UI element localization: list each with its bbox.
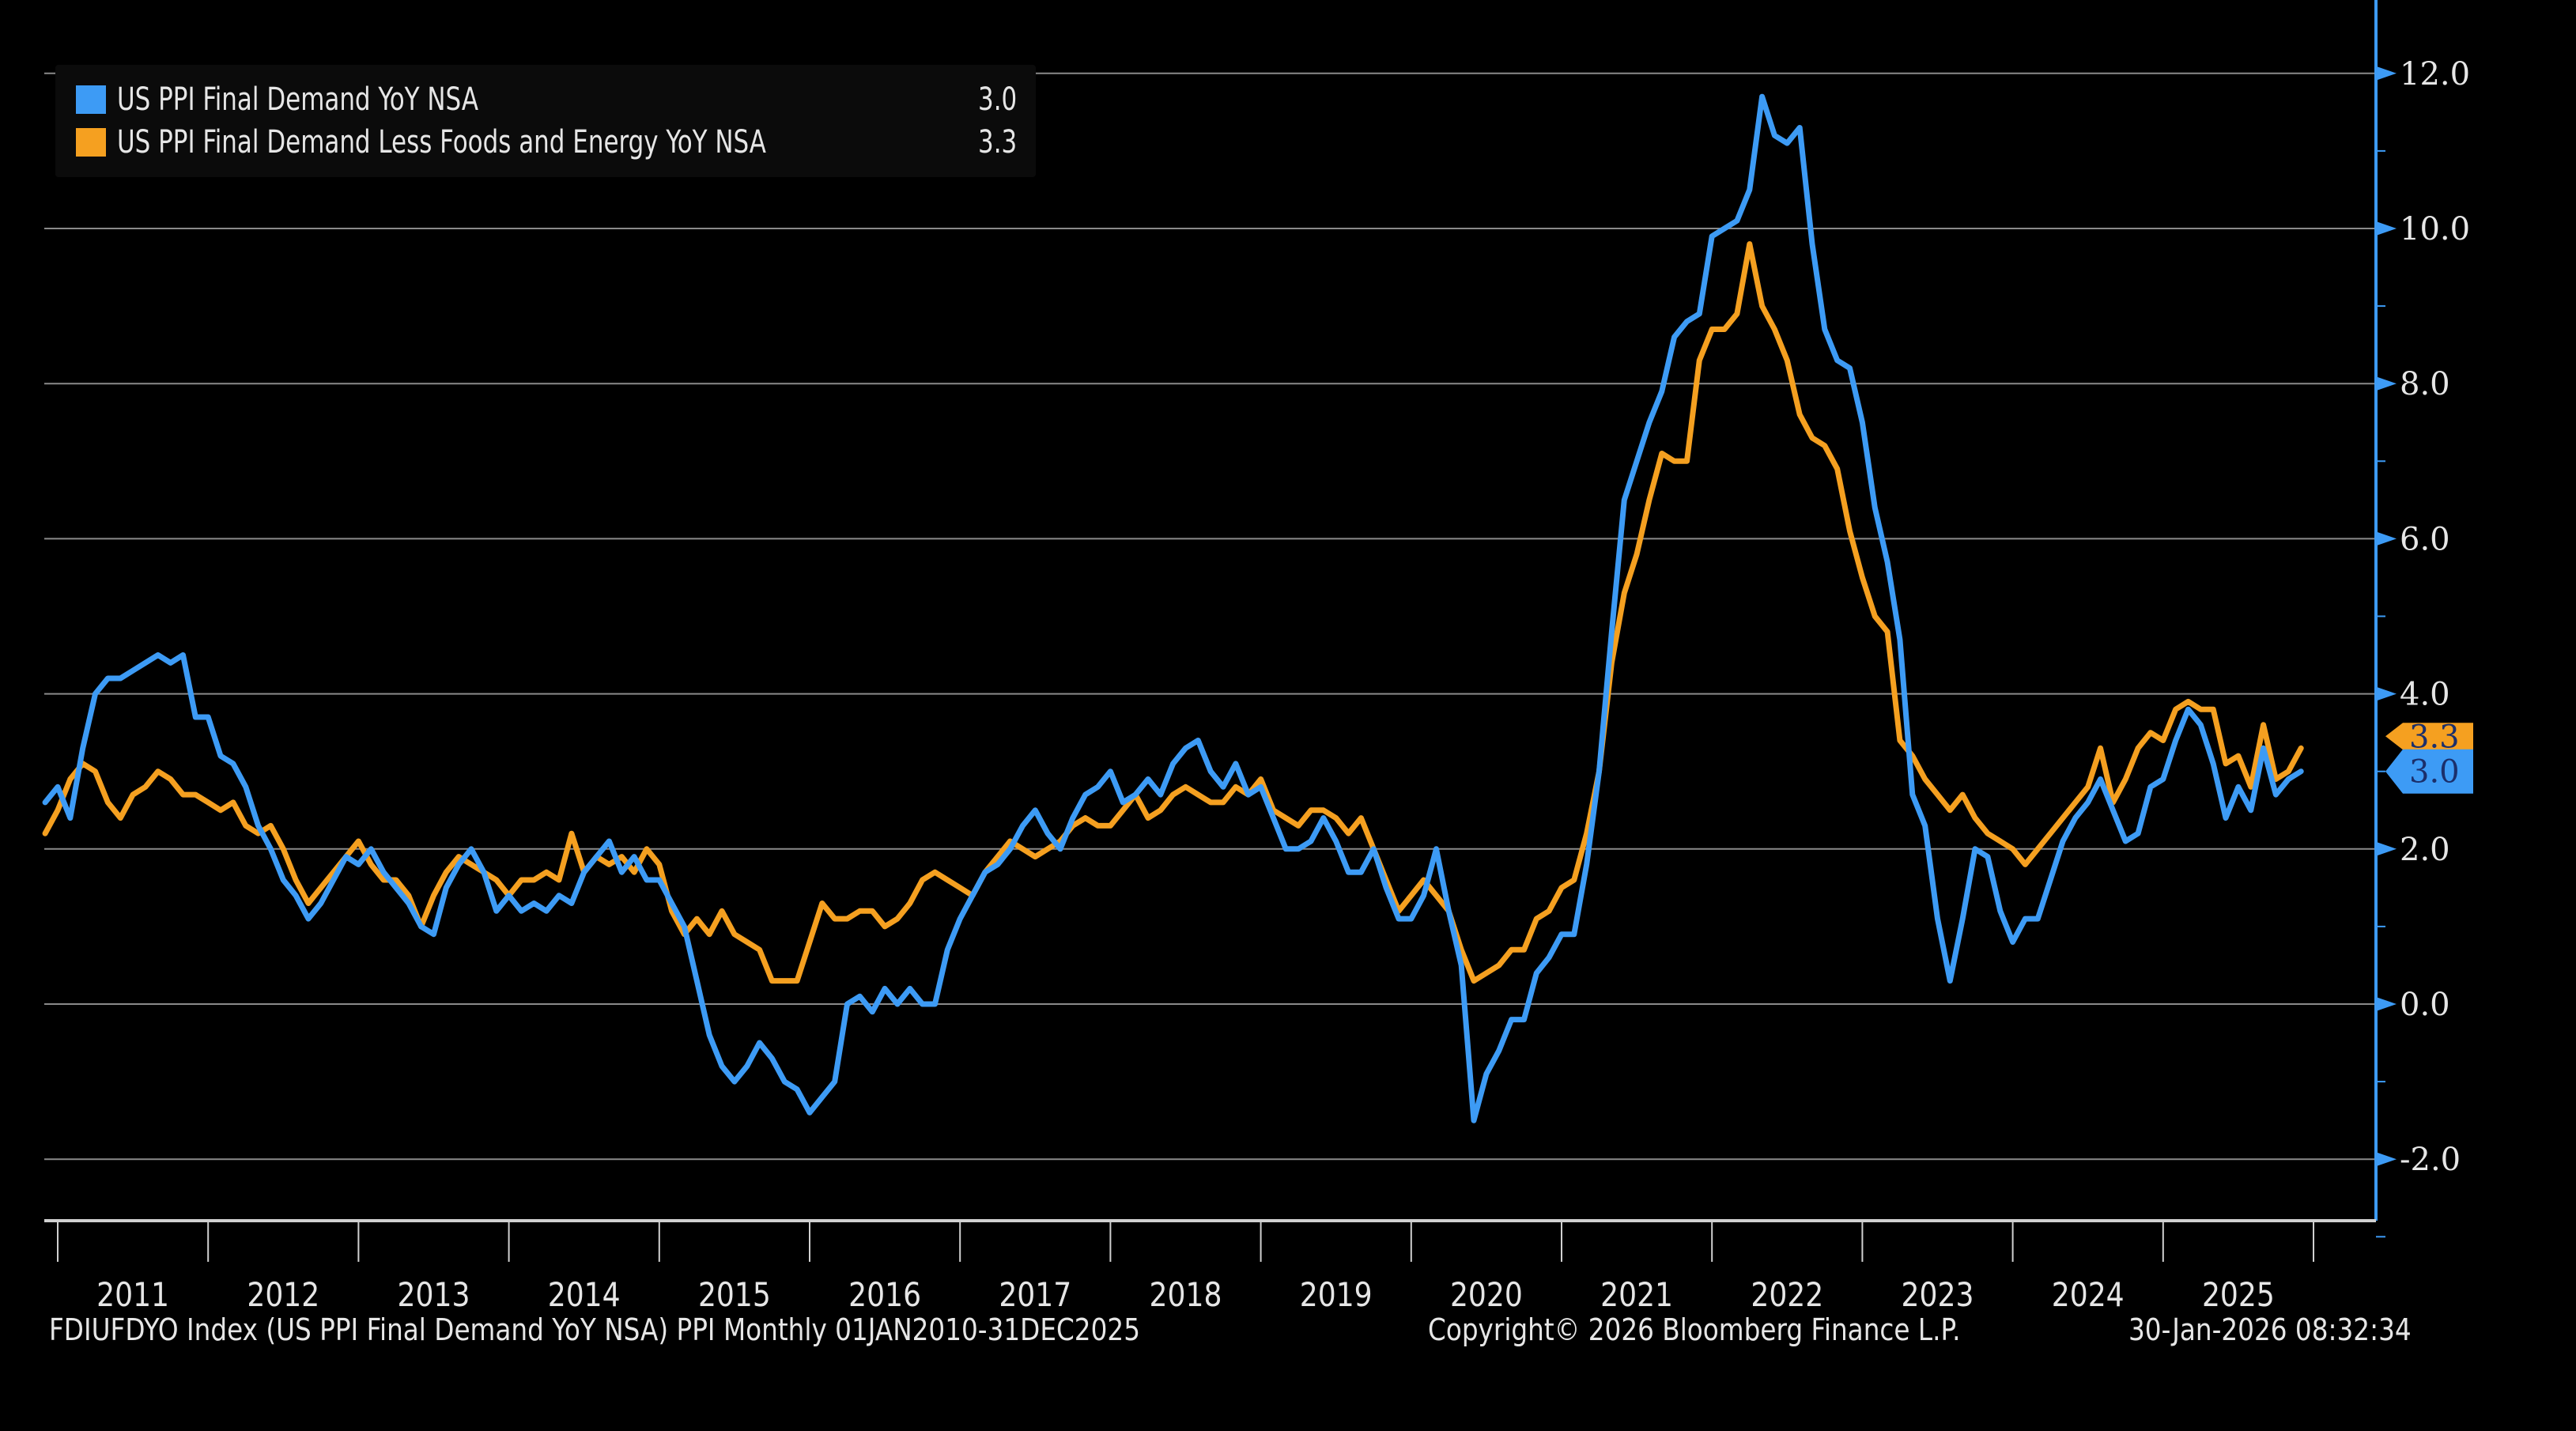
x-tick-label: 2020 [1450,1276,1523,1314]
x-tick-label: 2022 [1751,1276,1823,1314]
legend-label: US PPI Final Demand Less Foods and Energ… [117,124,766,160]
x-tick-label: 2016 [848,1276,921,1314]
y-tick-label: 4.0 [2400,677,2450,713]
x-tick-label: 2019 [1300,1276,1373,1314]
last-value-tag-core [2385,723,2473,750]
legend-value: 3.0 [977,81,1017,118]
gridlines [44,72,2376,1161]
y-tick-label: 8.0 [2400,366,2450,402]
y-axis: 12.0 10.0 8.0 6.0 4.0 2.0 0.0 -2.0 [2374,0,2470,1238]
y-tick-label: 0.0 [2400,987,2450,1023]
last-value-tag-final-demand [2385,749,2473,794]
x-axis: 2011 2012 2013 2014 2015 2016 2017 2018 2019 2020… [44,1219,2376,1315]
y-tick-marker [2376,531,2397,546]
y-tick-marker [2376,66,2397,81]
y-tick-label: 2.0 [2400,832,2450,868]
y-tick-marker [2376,221,2397,236]
legend-swatch-blue [76,85,106,114]
legend-item-ppi-core: US PPI Final Demand Less Foods and Energ… [76,122,1017,163]
x-tick-label: 2018 [1150,1276,1222,1314]
y-tick-label: 12.0 [2400,56,2470,93]
legend: US PPI Final Demand YoY NSA 3.0 US PPI F… [55,65,1036,177]
legend-label: US PPI Final Demand YoY NSA [117,81,478,118]
y-tick-marker [2376,997,2397,1011]
legend-swatch-orange [76,128,106,157]
y-tick-marker [2376,1152,2397,1167]
x-tick-label: 2011 [96,1276,169,1314]
footer-copyright: Copyright© 2026 Bloomberg Finance L.P. [1428,1312,1961,1347]
legend-item-ppi-final-demand: US PPI Final Demand YoY NSA 3.0 [76,79,1017,120]
last-value-tag-text: 3.3 [2409,719,2460,755]
x-tick-label: 2024 [2052,1276,2125,1314]
x-tick-label: 2021 [1600,1276,1673,1314]
x-tick-label: 2014 [548,1276,621,1314]
footer-timestamp: 30-Jan-2026 08:32:34 [2128,1312,2412,1347]
series-lines [42,93,2304,1123]
x-tick-label: 2013 [398,1276,470,1314]
x-tick-label: 2017 [999,1276,1071,1314]
y-tick-label: -2.0 [2400,1142,2461,1178]
last-value-tag-text: 3.0 [2409,754,2460,791]
x-tick-label: 2025 [2202,1276,2275,1314]
series-line-ppi-final-demand [42,93,2304,1123]
x-tick-label: 2012 [247,1276,319,1314]
last-value-tags: 3.33.0 [2385,719,2473,794]
y-tick-marker [2376,686,2397,701]
footer-source: FDIUFDYO Index (US PPI Final Demand YoY … [49,1312,1140,1347]
y-tick-marker [2376,841,2397,856]
x-tick-label: 2023 [1902,1276,1974,1314]
y-tick-label: 10.0 [2400,211,2470,247]
y-tick-marker [2376,376,2397,391]
y-tick-label: 6.0 [2400,521,2450,557]
legend-value: 3.3 [977,124,1017,160]
x-tick-label: 2015 [698,1276,771,1314]
